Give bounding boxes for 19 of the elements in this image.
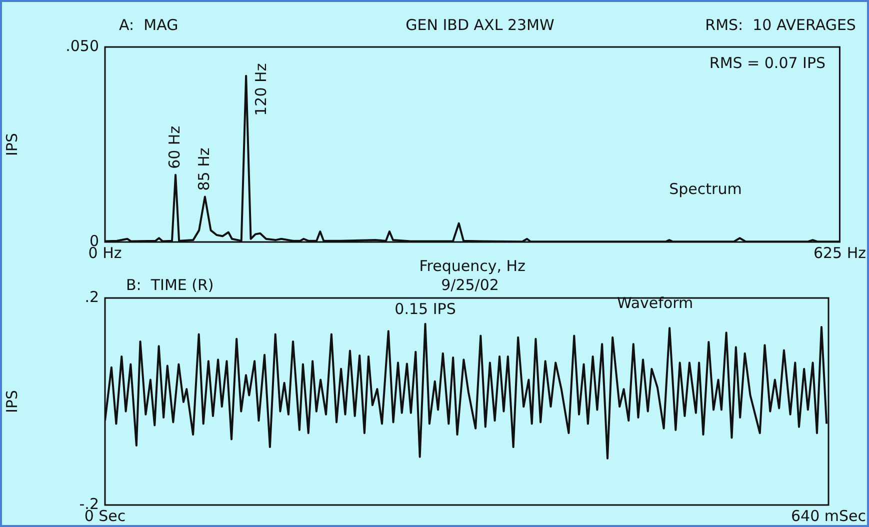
y-tick-label: .2 <box>84 288 99 306</box>
annotation: Spectrum <box>669 180 742 198</box>
chart-title: 9/25/02 <box>441 276 499 294</box>
text: RMS: 10 AVERAGES <box>705 16 856 34</box>
annotation: 85 Hz <box>194 148 213 191</box>
annotation: 60 Hz <box>165 126 184 169</box>
y-axis-title: IPS <box>2 133 21 156</box>
annotation: Waveform <box>616 294 694 312</box>
x-tick-label: 640 mSec <box>790 506 866 525</box>
chart-title: GEN IBD AXL 23MW <box>406 16 554 34</box>
y-axis-title: IPS <box>2 390 21 413</box>
text: B: TIME (R) <box>126 276 214 294</box>
text: A: MAG <box>119 16 178 34</box>
annotation: RMS = 0.07 IPS <box>709 54 826 72</box>
annotation: 0.15 IPS <box>394 300 456 318</box>
annotation: 120 Hz <box>252 63 270 116</box>
x-axis-title: Frequency, Hz <box>419 256 526 275</box>
y-tick-label: .050 <box>66 36 99 55</box>
x-tick-label: 625 Hz <box>813 244 866 262</box>
